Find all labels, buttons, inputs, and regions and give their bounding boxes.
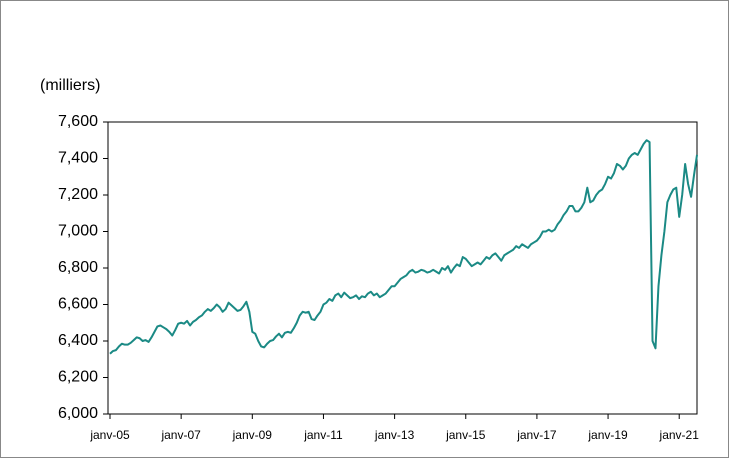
y-tick-label: 7,400 — [58, 150, 98, 167]
x-tick-label: janv-21 — [659, 428, 700, 442]
x-tick-label: janv-19 — [587, 428, 628, 442]
x-tick-label: janv-05 — [89, 428, 130, 442]
y-tick-label: 7,200 — [58, 186, 98, 203]
y-tick-label: 6,000 — [58, 405, 98, 422]
x-tick-label: janv-17 — [516, 428, 557, 442]
x-tick-label: janv-09 — [232, 428, 273, 442]
y-tick-label: 6,600 — [58, 296, 98, 313]
series-line — [109, 139, 698, 355]
y-axis-label: (milliers) — [40, 77, 100, 94]
y-tick-label: 6,200 — [58, 369, 98, 386]
x-tick-label: janv-13 — [374, 428, 415, 442]
x-tick-label: janv-07 — [160, 428, 201, 442]
y-tick-label: 7,000 — [58, 223, 98, 240]
y-tick-label: 6,400 — [58, 332, 98, 349]
y-tick-label: 7,600 — [58, 113, 98, 130]
y-tick-label: 6,800 — [58, 259, 98, 276]
x-tick-label: janv-11 — [303, 428, 343, 442]
x-tick-label: janv-15 — [445, 428, 486, 442]
